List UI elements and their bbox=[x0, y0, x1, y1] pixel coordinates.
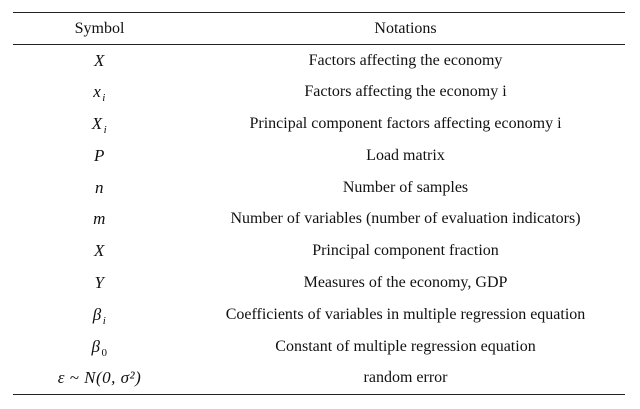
notation-cell: random error bbox=[186, 362, 625, 395]
symbol-text: n bbox=[95, 177, 104, 197]
symbol-text: x bbox=[93, 82, 102, 102]
notation-cell: Principal component factors affecting ec… bbox=[249, 114, 562, 132]
header-symbol: Symbol bbox=[13, 12, 186, 45]
notation-cell: Constant of multiple regression equation bbox=[275, 337, 536, 355]
symbol-subscript: i bbox=[102, 92, 106, 105]
notation-cell: Coefficients of variables in multiple re… bbox=[225, 305, 586, 323]
table-row: xi Factors affecting the economy i bbox=[13, 76, 625, 108]
header-notations: Notations bbox=[186, 12, 625, 45]
symbol-cell: β0 bbox=[13, 331, 186, 363]
symbol-text: X bbox=[94, 50, 105, 70]
symbol-text: X bbox=[91, 113, 103, 133]
notation-cell: Number of samples bbox=[342, 178, 469, 196]
symbol-cell: X bbox=[13, 235, 186, 267]
symbol-cell: ε ~ N(0, σ²) bbox=[13, 362, 186, 395]
symbol-cell: Xi bbox=[13, 108, 186, 140]
symbol-cell: Y bbox=[13, 267, 186, 299]
symbol-subscript: 0 bbox=[101, 346, 108, 359]
symbol-text: ε ~ N(0, σ²) bbox=[57, 368, 142, 388]
table-row: X Factors affecting the economy bbox=[13, 45, 625, 77]
symbol-text: β bbox=[91, 336, 101, 356]
symbol-cell: βi bbox=[13, 299, 186, 331]
symbol-subscript: i bbox=[102, 314, 107, 327]
symbol-text: β bbox=[92, 304, 102, 324]
table-row: X Principal component fraction bbox=[13, 235, 625, 267]
symbol-cell: X bbox=[13, 45, 186, 77]
table-row: n Number of samples bbox=[13, 172, 625, 204]
notation-cell: Number of variables (number of evaluatio… bbox=[230, 210, 581, 228]
table-row: Y Measures of the economy, GDP bbox=[13, 267, 625, 299]
notation-cell: Measures of the economy, GDP bbox=[303, 273, 508, 291]
symbol-cell: n bbox=[13, 172, 186, 204]
symbol-subscript: i bbox=[103, 123, 108, 136]
notation-cell: Load matrix bbox=[366, 146, 445, 164]
symbol-text: m bbox=[93, 209, 106, 229]
table-row: m Number of variables (number of evaluat… bbox=[13, 203, 625, 235]
symbol-text: X bbox=[94, 241, 105, 261]
notation-cell: Factors affecting the economy i bbox=[304, 83, 507, 101]
symbol-cell: xi bbox=[13, 76, 186, 108]
symbol-text: P bbox=[94, 145, 105, 165]
table-row: β0 Constant of multiple regression equat… bbox=[13, 331, 625, 363]
table-row: Xi Principal component factors affecting… bbox=[13, 108, 625, 140]
table-row: ε ~ N(0, σ²) random error bbox=[13, 362, 625, 395]
symbol-text: Y bbox=[94, 272, 105, 292]
symbol-cell: P bbox=[13, 140, 186, 172]
table-row: P Load matrix bbox=[13, 140, 625, 172]
notation-table: Symbol Notations X Factors affecting the… bbox=[13, 12, 625, 395]
table-row: βi Coefficients of variables in multiple… bbox=[13, 299, 625, 331]
symbol-cell: m bbox=[13, 203, 186, 235]
header-row: Symbol Notations bbox=[13, 12, 625, 45]
notation-cell: Principal component fraction bbox=[312, 242, 499, 260]
notation-cell: Factors affecting the economy bbox=[308, 51, 503, 69]
